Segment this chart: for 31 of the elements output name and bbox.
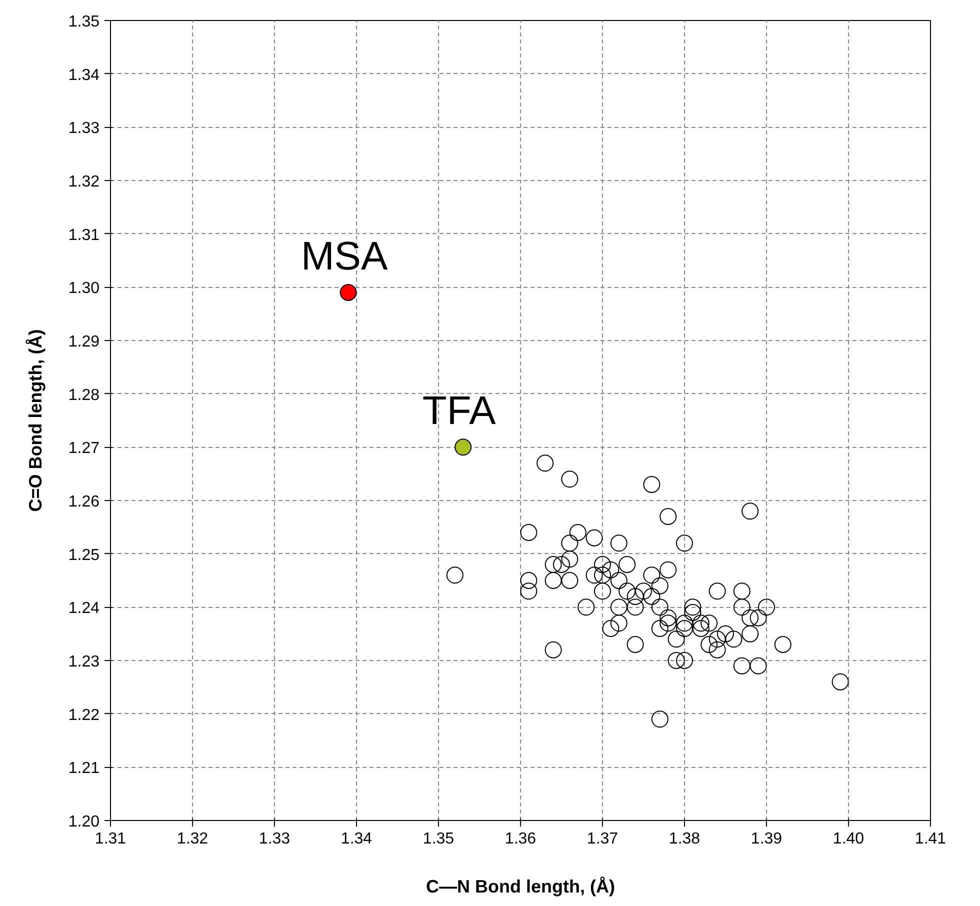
x-tick-label: 1.40 [832,830,864,848]
y-tick-label: 1.33 [68,120,100,138]
y-tick-label: 1.20 [68,814,100,830]
y-tick-label: 1.32 [68,174,100,190]
y-tick-label: 1.23 [68,654,100,670]
x-tick-label: 1.36 [504,830,536,848]
x-tick-label: 1.32 [176,830,208,848]
y-tick-label: 1.25 [68,546,100,564]
y-tick-label: 1.31 [68,226,100,244]
y-tick-label: 1.24 [68,600,100,618]
x-tick-label: 1.41 [914,830,946,848]
x-tick-label: 1.34 [340,830,372,848]
y-tick-label: 1.27 [68,440,100,458]
x-tick-label: 1.38 [668,830,700,848]
y-tick-label: 1.30 [68,280,100,298]
x-tick-label: 1.37 [586,830,618,848]
x-tick-label: 1.35 [422,830,454,848]
series-label: MSA [300,234,388,278]
y-tick-label: 1.26 [68,494,100,510]
x-tick-label: 1.31 [94,830,126,848]
y-tick-label: 1.21 [68,760,100,778]
x-tick-label: 1.33 [258,830,290,848]
x-axis-title: C—N Bond length, (Å) [426,876,615,896]
y-tick-label: 1.22 [68,706,100,724]
y-axis-title: C=O Bond length, (Å) [25,329,46,512]
x-tick-label: 1.39 [750,830,782,848]
y-tick-label: 1.35 [68,14,100,30]
series-label: TFA [422,389,496,434]
y-tick-label: 1.28 [68,386,100,404]
y-tick-label: 1.34 [68,66,100,84]
y-tick-label: 1.29 [68,334,100,350]
